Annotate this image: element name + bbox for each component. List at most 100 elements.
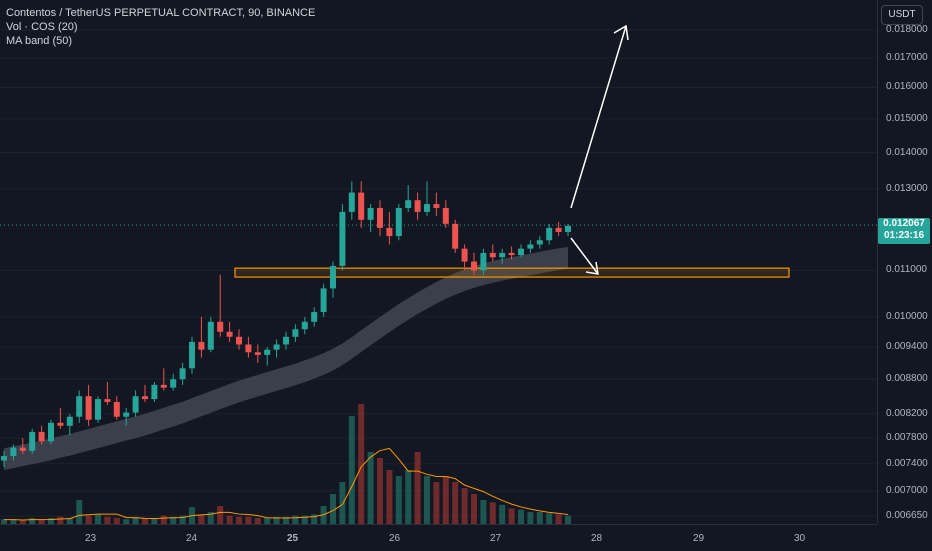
arrow-line: [570, 25, 627, 209]
legend: Contentos / TetherUS PERPETUAL CONTRACT,…: [6, 6, 315, 48]
volume-bar: [546, 513, 553, 524]
time-tick-label: 26: [389, 533, 401, 544]
arrow-line: [570, 237, 599, 275]
volume-bar: [254, 518, 261, 524]
candle-body: [565, 225, 571, 232]
volume-bar: [57, 516, 64, 524]
candle-body: [226, 331, 233, 337]
bar-countdown: 01:23:16: [883, 230, 925, 241]
price-chart[interactable]: [0, 0, 877, 524]
candle-body: [320, 288, 327, 313]
candle-body: [499, 252, 506, 258]
volume-bar: [367, 452, 374, 524]
volume-bar: [1, 519, 7, 524]
volume-bar: [95, 514, 101, 524]
candle-body: [283, 336, 289, 345]
price-tick-label: 0.015000: [886, 112, 928, 124]
candle-body: [85, 396, 92, 420]
volume-bar: [283, 516, 289, 524]
volume-bar: [348, 416, 355, 524]
volume-bar: [489, 502, 496, 524]
candle-body: [367, 207, 374, 220]
volume-bar: [330, 494, 336, 524]
volume-bar: [461, 488, 468, 524]
legend-title: Contentos / TetherUS PERPETUAL CONTRACT,…: [6, 7, 316, 19]
volume-bar: [264, 518, 271, 524]
candle-body: [48, 422, 54, 442]
volume-bar: [19, 520, 26, 524]
candle-body: [29, 431, 36, 451]
candle-body: [518, 248, 524, 256]
volume-bar: [424, 476, 430, 524]
candle-body: [10, 447, 17, 456]
candle-body: [57, 422, 64, 426]
volume-bar: [198, 514, 205, 524]
volume-bar: [29, 518, 36, 524]
volume-bar: [123, 519, 130, 524]
volume-bar: [386, 470, 393, 524]
candle-body: [311, 312, 318, 322]
price-tick-label: 0.007400: [886, 457, 928, 469]
time-axis[interactable]: 23 24 25 26 27 28 29 30: [0, 524, 877, 551]
candle-body: [104, 399, 111, 402]
candle-body: [508, 252, 515, 256]
volume-bar: [311, 514, 318, 524]
arrow-head: [585, 261, 599, 275]
volume-bar: [245, 516, 252, 524]
candle-body: [160, 384, 167, 388]
candle-body: [424, 204, 430, 212]
support-zone: [234, 267, 790, 278]
candle-body: [555, 227, 562, 232]
candle-body: [245, 344, 252, 353]
volume-bar: [160, 515, 167, 524]
volume-bar: [565, 515, 571, 524]
time-tick-label: 27: [490, 533, 502, 544]
legend-ma-band-indicator[interactable]: MA band (50): [6, 35, 73, 47]
candle-body: [38, 431, 45, 442]
volume-bar: [508, 508, 515, 524]
candle-body: [123, 412, 130, 417]
candle-body: [442, 207, 449, 224]
volume-bar: [273, 516, 280, 524]
time-tick-label: 30: [794, 533, 806, 544]
candle-body: [292, 329, 299, 337]
arrow-head: [613, 24, 629, 41]
volume-bar: [377, 458, 383, 524]
volume-bar: [339, 482, 346, 524]
price-axis[interactable]: 0.018000 0.017000 0.016000 0.015000 0.014000…: [877, 0, 932, 524]
candle-body: [330, 265, 336, 289]
candle-body: [142, 396, 148, 400]
candle-body: [76, 396, 83, 417]
candle-body: [358, 192, 365, 220]
time-tick-label: 28: [591, 533, 603, 544]
price-tick-label: 0.008800: [886, 373, 928, 385]
candle-body: [113, 401, 120, 417]
price-tick-label: 0.017000: [886, 51, 928, 63]
volume-bar: [358, 404, 365, 524]
last-price-tag: 0.012067 01:23:16: [878, 218, 930, 244]
volume-bar: [471, 494, 477, 524]
volume-bar: [170, 516, 177, 524]
candle-body: [339, 211, 346, 266]
legend-volume-indicator[interactable]: Vol · COS (20): [6, 21, 78, 33]
candle-body: [254, 352, 261, 355]
volume-ma-line: [4, 447, 569, 521]
volume-bar: [142, 518, 148, 524]
candle-body: [433, 204, 440, 208]
volume-bar: [536, 512, 543, 524]
currency-button[interactable]: USDT: [881, 5, 923, 25]
projection-arrow-down: [570, 237, 599, 275]
volume-bar: [48, 518, 54, 524]
time-tick-label: 24: [186, 533, 198, 544]
volume-bar: [480, 500, 487, 524]
candle-body: [405, 200, 412, 208]
candle-body: [546, 227, 553, 241]
volume-bar: [555, 514, 562, 524]
volume-bar: [85, 515, 92, 524]
last-price-value: 0.012067: [883, 218, 925, 229]
price-tick-label: 0.011000: [886, 264, 927, 276]
volume-bar: [38, 519, 45, 524]
candle-body: [151, 384, 158, 400]
price-tick-label: 0.013000: [886, 182, 928, 194]
